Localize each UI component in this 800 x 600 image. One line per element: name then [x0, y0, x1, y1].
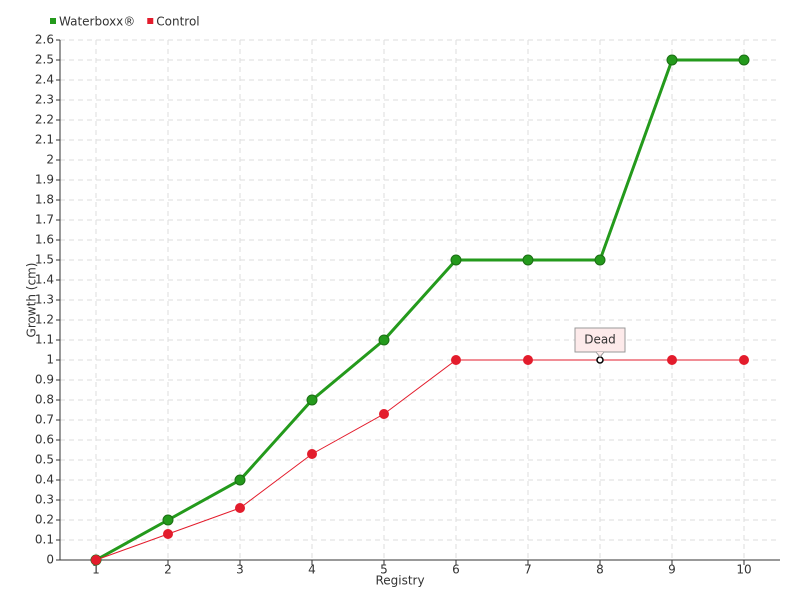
data-point: [163, 529, 173, 539]
x-tick-label: 9: [668, 563, 676, 577]
x-tick-label: 7: [524, 563, 532, 577]
y-tick-label: 1.9: [35, 173, 54, 187]
data-point: [522, 254, 534, 266]
data-point: [596, 356, 604, 364]
data-point: [379, 409, 389, 419]
annotation-box: [574, 327, 626, 353]
x-tick-label: 2: [164, 563, 172, 577]
y-tick-label: 2: [46, 153, 54, 167]
data-point: [234, 474, 246, 486]
data-point: [451, 355, 461, 365]
data-point: [162, 514, 174, 526]
data-point: [739, 355, 749, 365]
y-tick-label: 1.8: [35, 193, 54, 207]
y-tick-label: 1.3: [35, 293, 54, 307]
y-tick-label: 2.2: [35, 113, 54, 127]
y-tick-label: 0.6: [35, 433, 54, 447]
y-tick-label: 1.6: [35, 233, 54, 247]
data-point: [666, 54, 678, 66]
y-tick-label: 1.2: [35, 313, 54, 327]
y-tick-label: 1: [46, 353, 54, 367]
y-tick-label: 2.1: [35, 133, 54, 147]
legend-swatch: [50, 18, 56, 24]
series-line: [95, 58, 744, 562]
y-tick-label: 0.5: [35, 453, 54, 467]
y-tick-label: 1.7: [35, 213, 54, 227]
x-tick-label: 6: [452, 563, 460, 577]
y-tick-label: 2.4: [35, 73, 54, 87]
x-axis-title: Registry: [375, 574, 424, 588]
y-tick-label: 1.4: [35, 273, 54, 287]
annotation-pointer: [595, 351, 605, 358]
data-point: [523, 355, 533, 365]
x-tick-label: 10: [736, 563, 751, 577]
legend-label: Control: [156, 15, 199, 29]
y-tick-label: 0.2: [35, 513, 54, 527]
data-point: [450, 254, 462, 266]
x-tick-label: 1: [92, 563, 100, 577]
annotation-text: Dead: [584, 333, 616, 347]
x-tick-label: 8: [596, 563, 604, 577]
data-point: [91, 555, 101, 565]
annotation: Dead: [574, 327, 626, 358]
data-point: [594, 254, 606, 266]
data-point: [307, 449, 317, 459]
data-point: [667, 355, 677, 365]
y-tick-label: 0: [46, 553, 54, 567]
y-tick-label: 0.3: [35, 493, 54, 507]
legend-label: Waterboxx®: [59, 15, 135, 29]
y-tick-label: 0.4: [35, 473, 54, 487]
legend-swatch: [147, 18, 154, 24]
x-tick-label: 5: [380, 563, 388, 577]
y-tick-label: 2.6: [35, 33, 54, 47]
x-tick-label: 3: [236, 563, 244, 577]
data-point: [306, 394, 318, 406]
y-tick-label: 0.1: [35, 533, 54, 547]
x-tick-label: 4: [308, 563, 316, 577]
y-tick-label: 1.1: [35, 333, 54, 347]
data-point: [378, 334, 390, 346]
y-tick-label: 2.3: [35, 93, 54, 107]
y-tick-label: 0.8: [35, 393, 54, 407]
data-point: [235, 503, 245, 513]
series-line: [95, 359, 744, 561]
y-tick-label: 0.7: [35, 413, 54, 427]
y-tick-label: 0.9: [35, 373, 54, 387]
y-tick-label: 2.5: [35, 53, 54, 67]
y-tick-label: 1.5: [35, 253, 54, 267]
y-axis-title: Growth (cm): [25, 263, 39, 338]
data-point: [738, 54, 750, 66]
